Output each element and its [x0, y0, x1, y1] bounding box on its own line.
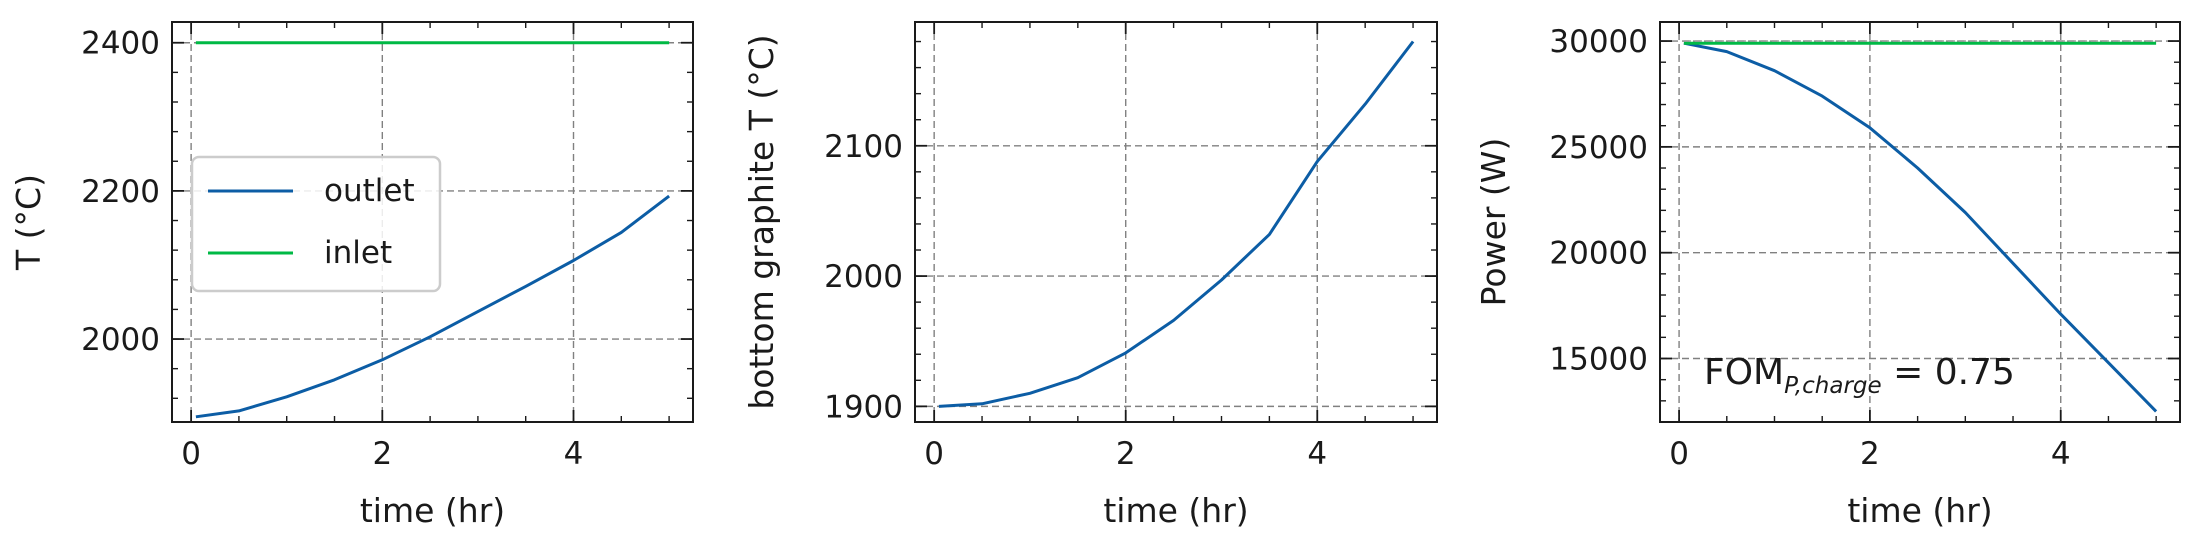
series-line-outlet [195, 194, 671, 419]
x-tick-label: 2 [1860, 436, 1880, 472]
plot-frame [1659, 21, 2181, 423]
x-tick-label: 2 [372, 436, 392, 472]
y-tick-label: 20000 [1549, 236, 1648, 272]
series-line-0 [1683, 41, 2158, 413]
y-tick-label: 2100 [824, 129, 903, 165]
y-tick-label: 2000 [824, 259, 903, 295]
y-tick-label: 2400 [81, 26, 160, 62]
plot-frame [914, 21, 1438, 423]
plot-frame [171, 21, 694, 423]
x-axis-label: time (hr) [1103, 491, 1248, 530]
power-panel: 0 2 4 15000 20000 25000 30000 time (hr) Power (W… [1474, 21, 2181, 530]
x-tick-label: 4 [1307, 436, 1327, 472]
series-line-0 [938, 40, 1415, 408]
x-axis-label: time (hr) [360, 491, 505, 530]
x-axis-label: time (hr) [1847, 491, 1992, 530]
y-tick-label: 2000 [81, 322, 160, 358]
legend-label-outlet: outlet [324, 173, 415, 209]
bottom-graphite-panel: 0 2 4 1900 2000 2100 time (hr) bottom graphite … [742, 21, 1438, 530]
y-tick-label: 15000 [1549, 342, 1648, 378]
y-tick-label: 1900 [824, 389, 903, 425]
y-axis-label: bottom graphite T (°C) [742, 34, 781, 409]
x-tick-label: 2 [1116, 436, 1136, 472]
y-axis-label: T (°C) [9, 174, 48, 271]
legend-label-inlet: inlet [324, 235, 392, 271]
x-tick-label: 4 [564, 436, 584, 472]
x-tick-label: 4 [2051, 436, 2071, 472]
temperature-panel: 0 2 4 2000 2200 2400 time (hr) T (°C) outlet inle… [9, 21, 694, 530]
fom-annotation: FOMP,charge = 0.75 [1704, 352, 2015, 399]
y-tick-label: 25000 [1549, 130, 1648, 166]
y-tick-label: 2200 [81, 174, 160, 210]
y-tick-label: 30000 [1549, 24, 1648, 60]
y-axis-label: Power (W) [1474, 138, 1513, 307]
x-tick-label: 0 [924, 436, 944, 472]
legend: outlet inlet [190, 155, 442, 293]
x-tick-label: 0 [181, 436, 201, 472]
x-tick-label: 0 [1669, 436, 1689, 472]
